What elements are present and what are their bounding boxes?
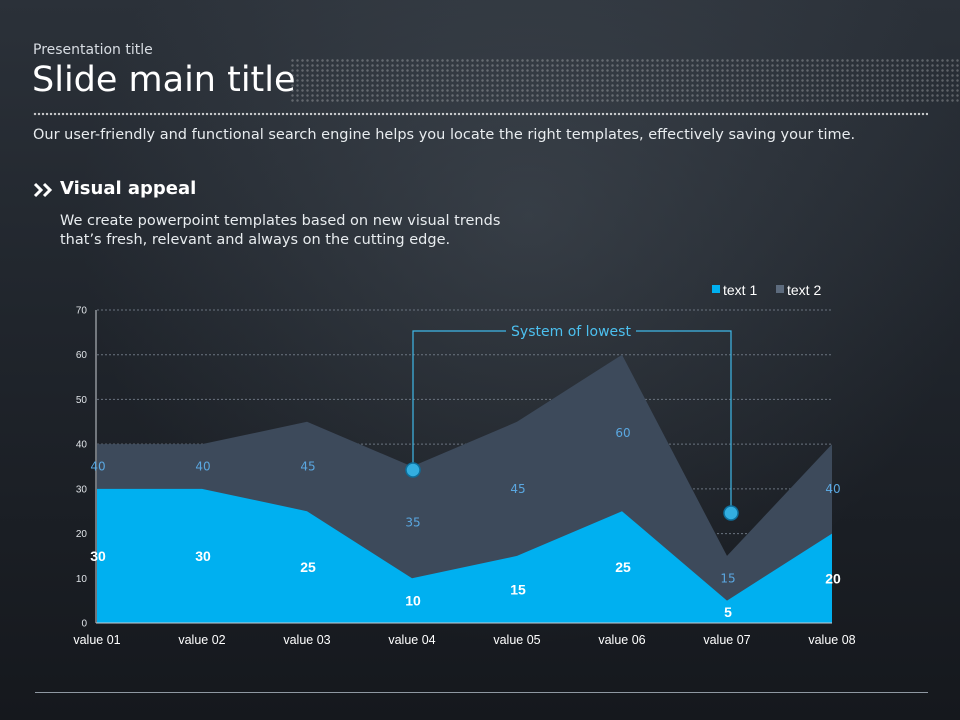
data-label-text-1: 10 <box>405 593 421 609</box>
data-label-text-1: 25 <box>615 559 631 575</box>
legend-label-text-1: text 1 <box>723 282 757 298</box>
data-label-text-1: 5 <box>724 604 732 620</box>
y-tick-label: 30 <box>76 484 88 495</box>
data-label-text-2: 45 <box>300 460 315 474</box>
x-tick-label: value 03 <box>283 633 330 647</box>
annotation-label: System of lowest <box>511 324 631 340</box>
data-label-text-2: 35 <box>405 515 420 529</box>
slide-subtitle: Our user-friendly and functional search … <box>33 127 856 143</box>
double-chevron-right-icon <box>33 182 53 198</box>
data-label-text-1: 30 <box>195 548 211 564</box>
data-label-text-1: 20 <box>825 570 841 586</box>
bottom-divider <box>35 692 928 693</box>
annotation-line <box>636 330 732 513</box>
x-tick-label: value 02 <box>178 633 225 647</box>
legend-swatch-text-2 <box>776 285 784 293</box>
dot-pattern <box>290 58 960 103</box>
x-tick-label: value 07 <box>703 633 750 647</box>
y-tick-label: 10 <box>76 574 88 585</box>
x-tick-label: value 01 <box>73 633 120 647</box>
data-label-text-1: 30 <box>90 548 106 564</box>
section-body-line: We create powerpoint templates based on … <box>60 213 501 229</box>
annotation-marker <box>405 462 421 478</box>
x-tick-label: value 04 <box>388 633 435 647</box>
section-heading: Visual appeal <box>60 178 197 199</box>
y-tick-label: 60 <box>76 350 88 361</box>
data-label-text-2: 40 <box>90 460 105 474</box>
y-tick-label: 70 <box>76 306 88 317</box>
y-tick-label: 0 <box>81 619 87 630</box>
section-body-line: that’s fresh, relevant and always on the… <box>60 232 451 248</box>
dotted-divider <box>33 112 928 116</box>
legend-swatch-text-1 <box>712 285 720 293</box>
data-label-text-2: 40 <box>195 460 210 474</box>
x-tick-label: value 05 <box>493 633 540 647</box>
data-label-text-2: 45 <box>510 482 525 496</box>
presentation-title: Presentation title <box>33 42 153 58</box>
annotation-marker <box>723 505 739 521</box>
y-tick-label: 20 <box>76 529 88 540</box>
data-label-text-1: 15 <box>510 581 526 597</box>
legend-label-text-2: text 2 <box>787 282 821 298</box>
data-label-text-2: 60 <box>615 426 630 440</box>
x-tick-label: value 08 <box>808 633 855 647</box>
y-tick-label: 50 <box>76 395 88 406</box>
series-area-text-1 <box>97 488 832 623</box>
slide-main-title: Slide main title <box>32 60 296 100</box>
data-label-text-2: 40 <box>825 482 840 496</box>
data-label-text-2: 15 <box>720 571 735 585</box>
section-body: We create powerpoint templates based on … <box>60 212 500 250</box>
y-tick-label: 40 <box>76 440 88 451</box>
x-tick-label: value 06 <box>598 633 645 647</box>
data-label-text-1: 25 <box>300 559 316 575</box>
annotation-line <box>412 330 506 470</box>
